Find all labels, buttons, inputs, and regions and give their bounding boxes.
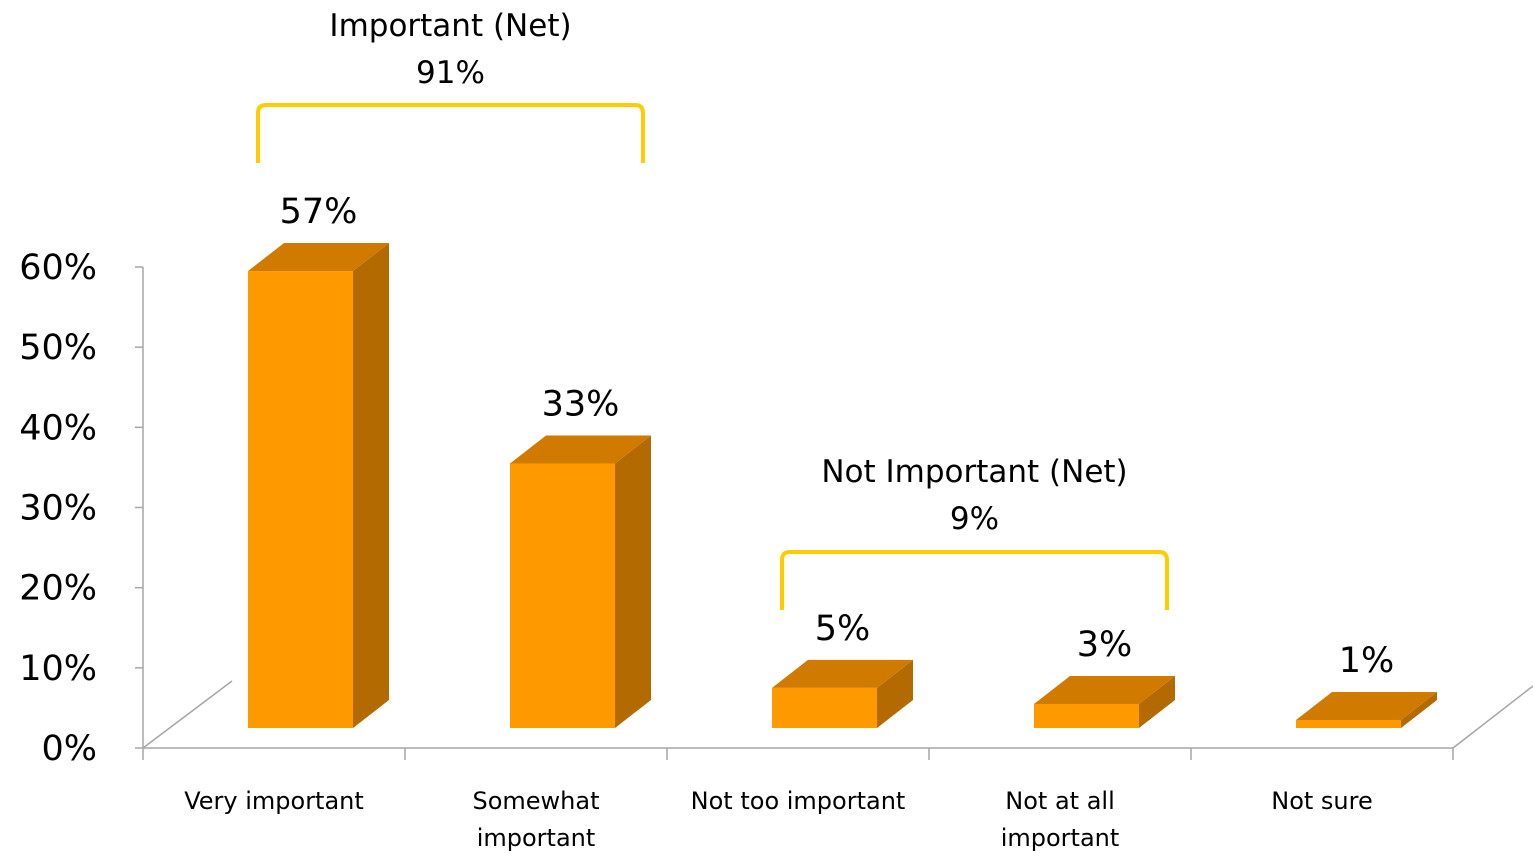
x-category-label: Very important <box>184 787 364 815</box>
x-category-line: important <box>1001 824 1120 852</box>
data-labels: 57% 33% 5% 3% 1% <box>280 192 1395 681</box>
x-axis-categories: Very important Somewhat important Not too i… <box>184 787 1373 852</box>
bar <box>248 271 353 728</box>
bar-side <box>877 659 913 728</box>
x-category-label: Somewhat important <box>472 787 599 852</box>
data-label: 57% <box>280 192 358 232</box>
bar-side <box>1401 691 1437 728</box>
y-tick-label: 10% <box>19 649 97 689</box>
bar-top <box>1034 675 1175 704</box>
net-group-value: 9% <box>950 501 999 537</box>
bar-top <box>772 659 913 688</box>
y-tick-label: 50% <box>19 328 97 368</box>
x-category-line: important <box>477 824 596 852</box>
x-category-line: Somewhat <box>472 787 599 815</box>
x-category-label: Not at all important <box>1001 787 1120 852</box>
net-bracket <box>256 103 645 163</box>
x-category-line: Not sure <box>1271 787 1373 815</box>
net-group-value: 91% <box>416 55 485 91</box>
bar-top <box>248 243 389 272</box>
bar-top <box>1296 691 1437 720</box>
floor-left-edge <box>142 680 233 749</box>
x-category-label: Not too important <box>691 787 906 815</box>
y-tick-label: 40% <box>19 408 97 448</box>
y-tick-label: 30% <box>19 489 97 529</box>
bar <box>1034 703 1139 728</box>
net-bracket <box>780 550 1169 610</box>
bar <box>772 687 877 728</box>
data-label: 1% <box>1339 641 1395 681</box>
bar <box>1296 719 1401 728</box>
x-category-line: Not too important <box>691 787 906 815</box>
bar-side <box>1139 675 1175 728</box>
y-axis-ticks: 0% 10% 20% 30% 40% 50% 60% <box>19 248 143 769</box>
bars <box>248 243 1437 729</box>
x-category-line: Very important <box>184 787 364 815</box>
x-category-line: Not at all <box>1005 787 1114 815</box>
x-category-label: Not sure <box>1271 787 1373 815</box>
net-group-label: Important (Net) <box>329 8 571 44</box>
bar-side <box>353 243 389 729</box>
net-group-label: Not Important (Net) <box>821 454 1127 490</box>
bar-top <box>510 435 651 464</box>
floor-right-edge <box>1452 685 1533 749</box>
bar <box>510 463 615 728</box>
y-tick-label: 20% <box>19 569 97 609</box>
y-tick-label: 0% <box>41 729 97 769</box>
net-groups: Important (Net) 91% Not Important (Net) 9% <box>256 8 1169 610</box>
data-label: 5% <box>815 609 871 649</box>
data-label: 33% <box>542 384 620 424</box>
bar-side <box>615 435 651 728</box>
y-tick-label: 60% <box>19 248 97 288</box>
data-label: 3% <box>1077 625 1133 665</box>
